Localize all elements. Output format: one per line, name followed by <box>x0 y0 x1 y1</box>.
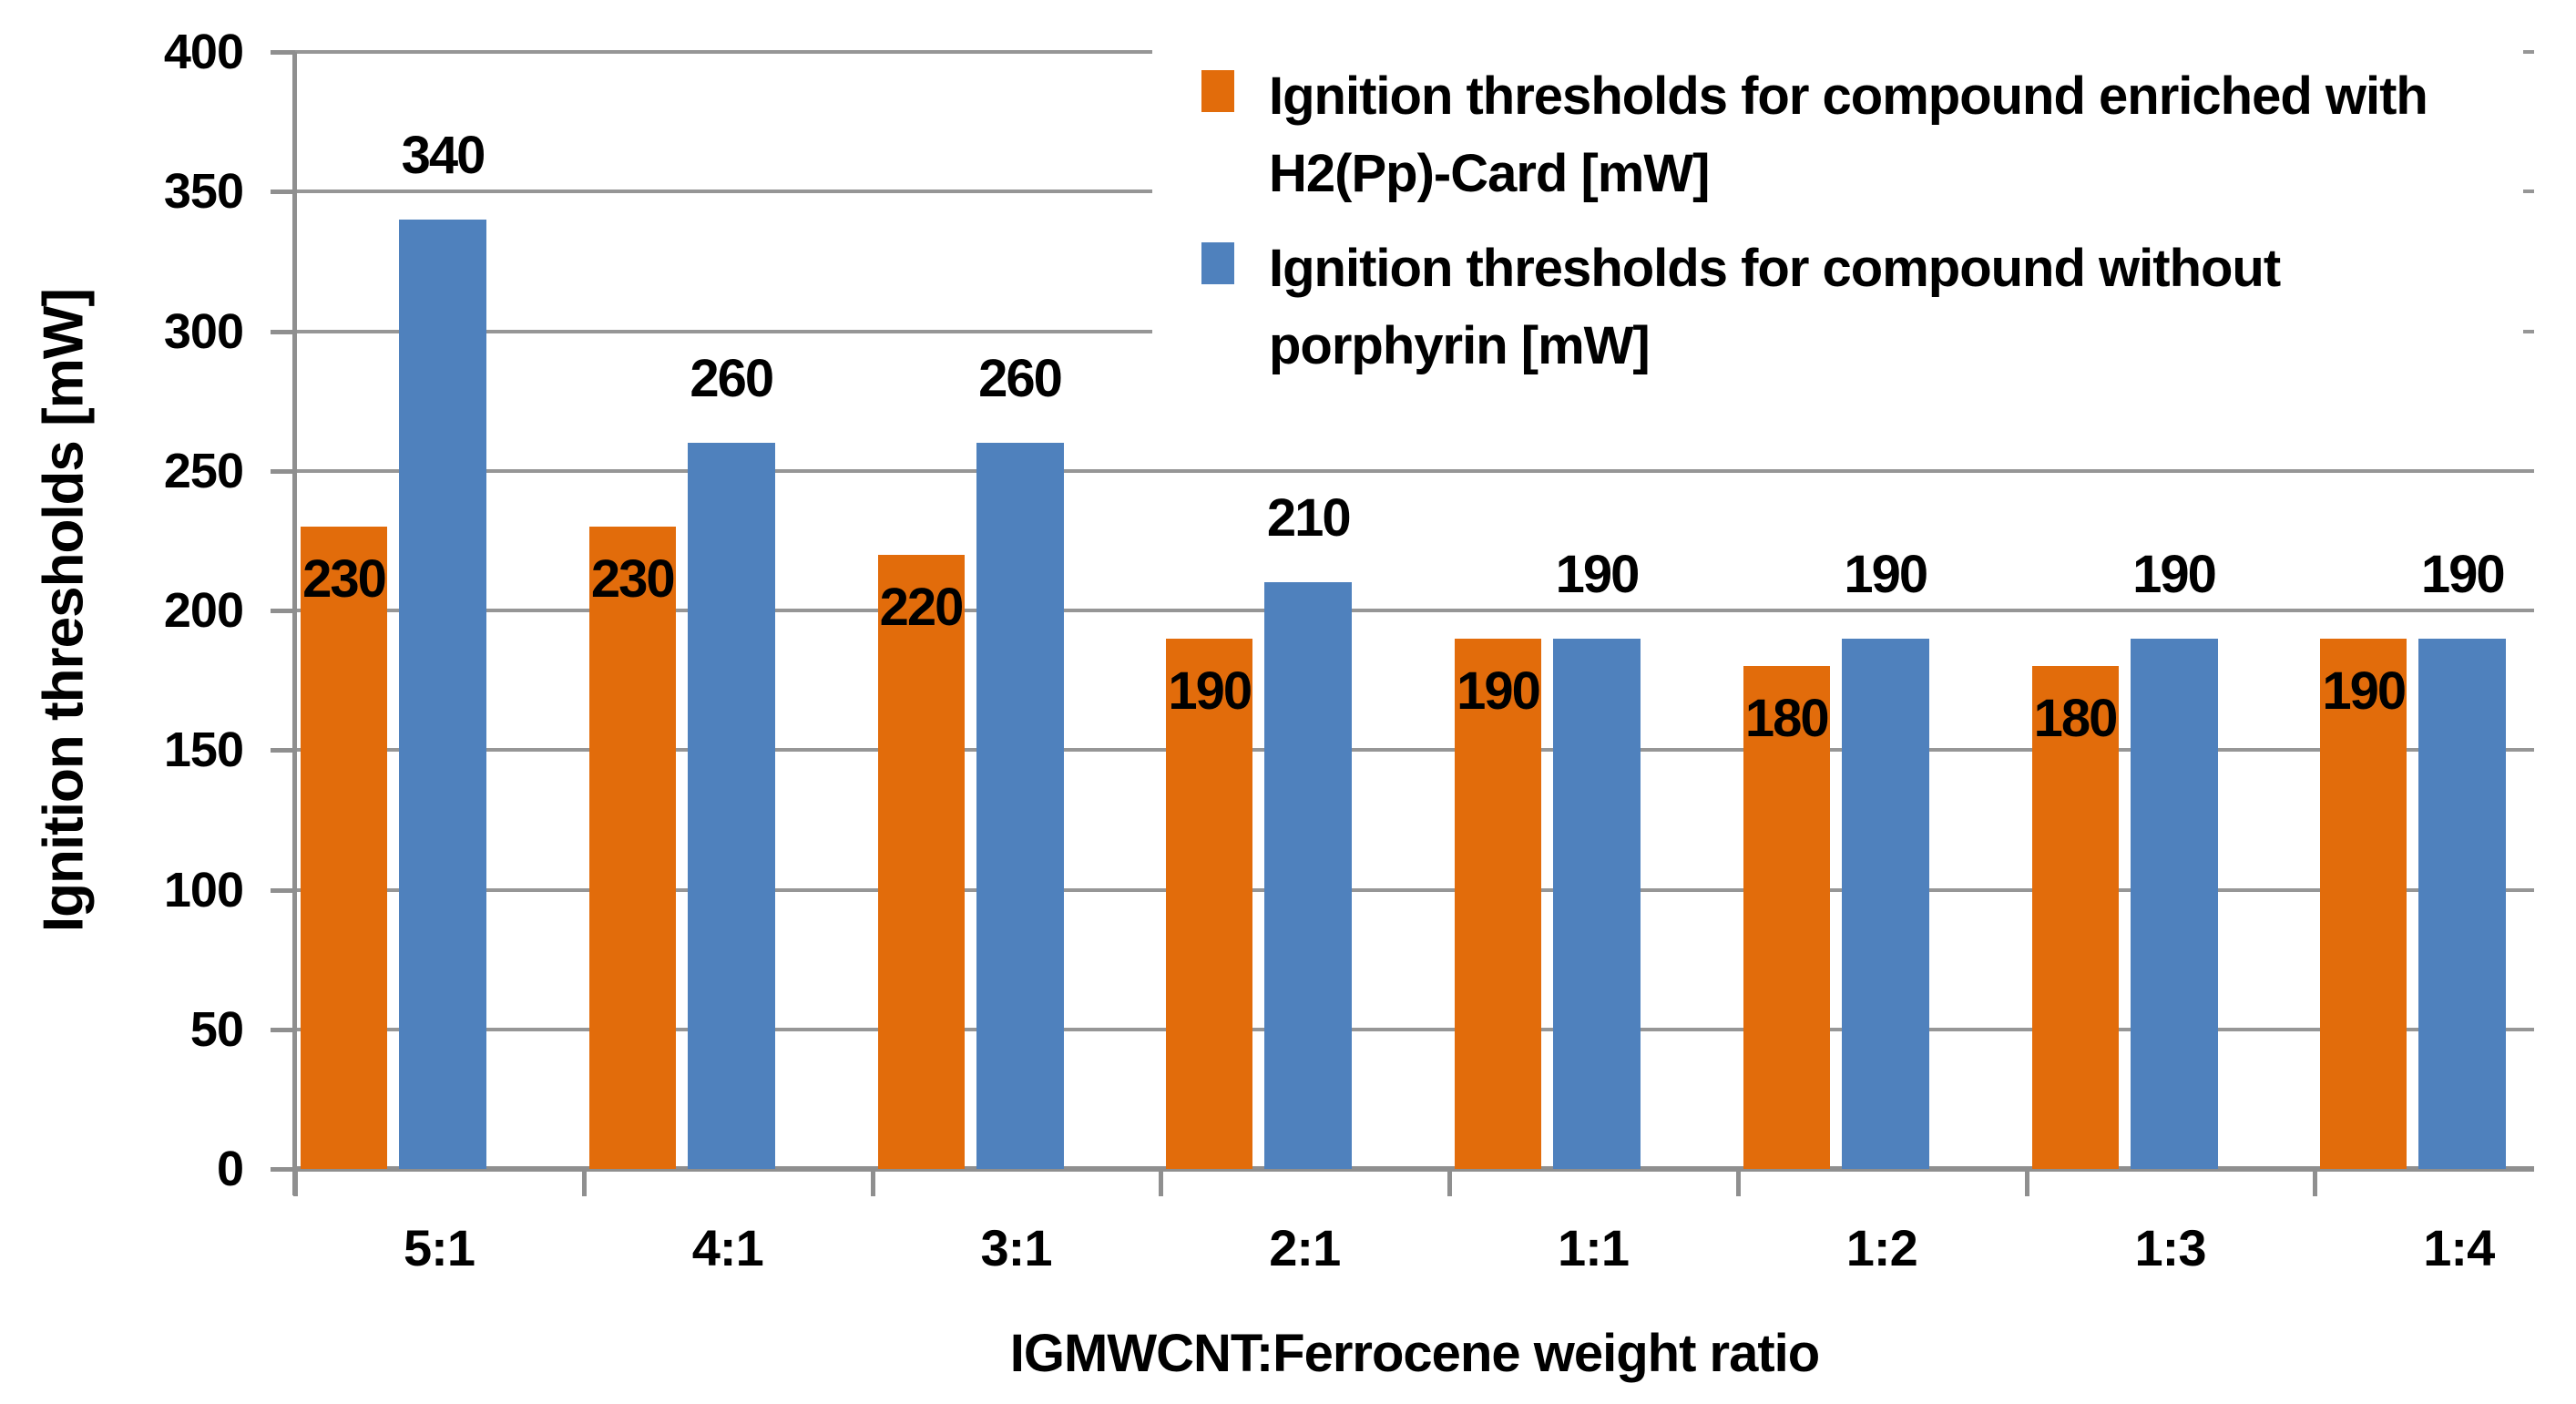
bar-value-label: 190 <box>2322 661 2407 721</box>
legend-entry-label: Ignition thresholds for compound enriche… <box>1269 57 2428 212</box>
y-axis-tick-label: 250 <box>163 443 244 498</box>
y-axis-tick <box>271 1167 295 1172</box>
legend-entry-line: Ignition thresholds for compound enriche… <box>1269 67 2428 126</box>
legend: Ignition thresholds for compound enriche… <box>1152 41 2523 416</box>
legend-entry-line: porphyrin [mW] <box>1269 316 1651 375</box>
bar-without-porphyrin-2:1 <box>1264 582 1353 1169</box>
x-axis-title: IGMWCNT:Ferrocene weight ratio <box>1009 1324 1820 1383</box>
x-axis-tick <box>2024 1172 2029 1196</box>
y-axis-tick <box>271 468 295 474</box>
y-axis-line <box>292 52 297 1195</box>
bar-value-label: 260 <box>690 349 774 409</box>
y-axis-tick <box>271 190 295 195</box>
bar-enriched-h2pp-card-1:2 <box>1743 666 1830 1169</box>
legend-entry-line: H2(Pp)-Card [mW] <box>1269 144 1710 203</box>
bar-without-porphyrin-1:2 <box>1841 638 1929 1169</box>
bar-value-label: 180 <box>2033 689 2119 749</box>
y-axis-tick-label: 150 <box>163 722 244 778</box>
y-axis-tick-label: 400 <box>163 25 244 79</box>
x-axis-category-label: 1:1 <box>1558 1219 1630 1276</box>
legend-entry-label: Ignition thresholds for compound without… <box>1269 230 2281 384</box>
y-axis-tick <box>271 887 295 893</box>
y-axis-tick-label: 100 <box>163 862 244 917</box>
bar-value-label: 230 <box>302 549 387 610</box>
y-axis-tick-label: 0 <box>216 1142 244 1196</box>
bar-enriched-h2pp-card-5:1 <box>301 527 387 1169</box>
gridline <box>295 887 2534 892</box>
bar-enriched-h2pp-card-1:3 <box>2031 666 2119 1169</box>
legend-entry: Ignition thresholds for compound enriche… <box>1201 57 2514 212</box>
bar-value-label: 190 <box>2132 544 2217 604</box>
bar-value-label: 190 <box>1844 544 1928 604</box>
x-axis-category-label: 4:1 <box>691 1219 764 1276</box>
y-axis-tick-label: 50 <box>189 1001 244 1057</box>
bar-value-label: 190 <box>1457 661 1541 721</box>
legend-entry-line: Ignition thresholds for compound without <box>1269 239 2281 298</box>
legend-entry: Ignition thresholds for compound without… <box>1201 230 2514 384</box>
x-axis-category-label: 1:4 <box>2423 1219 2495 1276</box>
x-axis-tick <box>2313 1172 2318 1196</box>
legend-marker-icon <box>1201 70 1234 112</box>
y-axis-tick-label: 200 <box>163 583 244 638</box>
bar-value-label: 190 <box>2420 544 2506 604</box>
x-axis-category-label: 3:1 <box>980 1219 1053 1276</box>
bar-enriched-h2pp-card-1:1 <box>1455 638 1541 1169</box>
x-axis-tick <box>581 1172 587 1196</box>
x-axis-category-label: 1:2 <box>1845 1219 1918 1276</box>
gridline <box>295 609 2534 612</box>
bar-value-label: 190 <box>1555 544 1641 604</box>
y-axis-tick <box>271 50 295 55</box>
bar-value-label: 190 <box>1168 661 1252 721</box>
bar-without-porphyrin-4:1 <box>687 443 775 1169</box>
bar-enriched-h2pp-card-1:4 <box>2320 638 2407 1169</box>
y-axis-tick <box>271 748 295 753</box>
y-axis-tick-label: 350 <box>163 164 244 220</box>
bar-without-porphyrin-5:1 <box>399 219 486 1169</box>
bar-enriched-h2pp-card-4:1 <box>588 527 676 1169</box>
bar-enriched-h2pp-card-2:1 <box>1166 638 1253 1169</box>
bar-without-porphyrin-3:1 <box>976 443 1064 1169</box>
x-axis-tick <box>1447 1172 1452 1196</box>
y-axis-tick <box>271 609 295 613</box>
bar-value-label: 210 <box>1266 488 1352 548</box>
x-axis-category-label: 5:1 <box>404 1219 475 1276</box>
bar-value-label: 260 <box>978 349 1063 409</box>
x-axis-category-label: 2:1 <box>1269 1219 1341 1276</box>
bar-enriched-h2pp-card-3:1 <box>877 554 965 1169</box>
x-axis-tick <box>1159 1172 1164 1196</box>
x-axis-category-label: 1:3 <box>2134 1219 2207 1276</box>
bar-value-label: 230 <box>590 549 676 610</box>
y-axis-tick <box>271 329 295 334</box>
gridline <box>295 1027 2534 1031</box>
x-axis-tick <box>1735 1172 1741 1196</box>
gridline <box>295 468 2534 473</box>
bar-value-label: 340 <box>401 125 486 185</box>
legend-marker-icon <box>1201 242 1234 284</box>
bar-without-porphyrin-1:1 <box>1553 638 1641 1169</box>
bar-value-label: 180 <box>1744 689 1830 749</box>
bar-without-porphyrin-1:4 <box>2418 638 2507 1169</box>
y-axis-tick <box>271 1027 295 1032</box>
x-axis-line <box>295 1166 2534 1172</box>
gridline <box>295 748 2534 753</box>
bar-value-label: 220 <box>879 577 965 637</box>
bar-without-porphyrin-1:3 <box>2130 638 2218 1169</box>
x-axis-tick <box>870 1172 875 1196</box>
y-axis-tick-label: 300 <box>163 303 244 359</box>
